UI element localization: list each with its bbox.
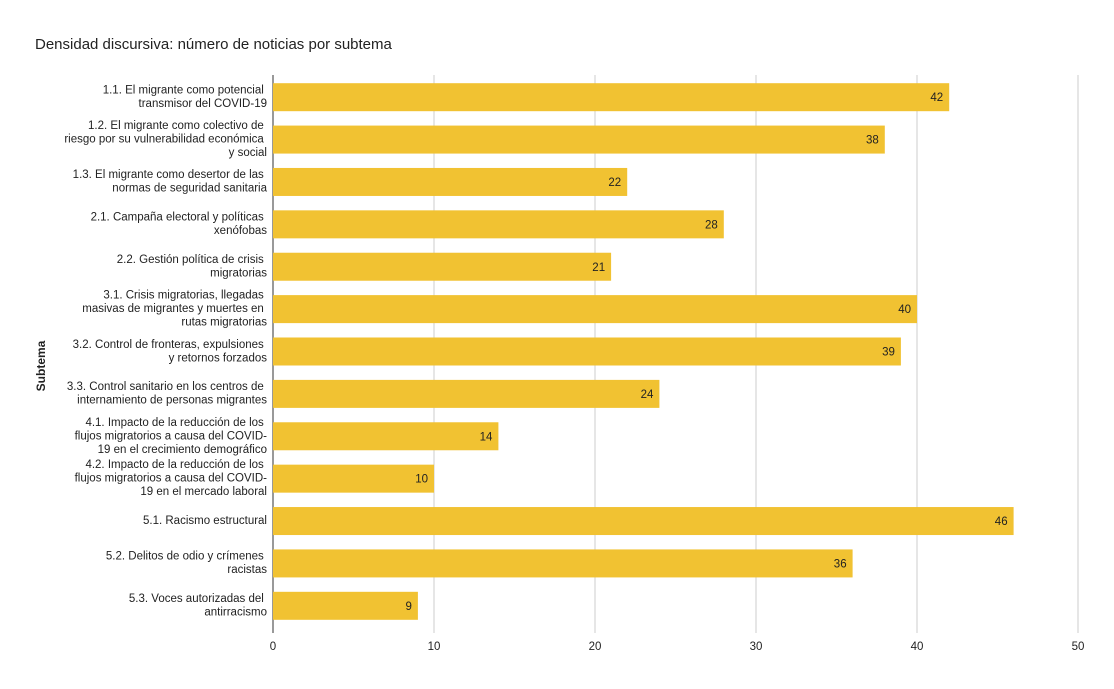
x-tick-label: 20: [589, 641, 602, 653]
bar: [273, 337, 901, 366]
x-tick-label: 10: [428, 641, 441, 653]
bar: [273, 125, 885, 154]
data-label: 24: [641, 389, 654, 401]
y-tick-label: 4.1. Impacto de la reducción de los fluj…: [75, 417, 268, 456]
data-label: 10: [415, 474, 428, 486]
bar: [273, 379, 660, 408]
y-tick-label: 5.2. Delitos de odio y crímenes racistas: [106, 551, 267, 577]
data-label: 38: [866, 135, 879, 147]
y-tick-label: 1.1. El migrante como potencial transmis…: [103, 84, 267, 110]
data-label: 36: [834, 558, 847, 570]
bar: [273, 252, 612, 281]
bar: [273, 591, 418, 620]
y-tick-label: 2.2. Gestión política de crisis migrator…: [117, 254, 267, 280]
data-label: 40: [898, 304, 911, 316]
data-label: 21: [592, 262, 605, 274]
data-label: 46: [995, 516, 1008, 528]
bar: [273, 167, 628, 196]
y-tick-label: 5.1. Racismo estructural: [143, 515, 267, 527]
y-tick-label: 3.2. Control de fronteras, expulsiones y…: [73, 339, 268, 365]
chart-title: Densidad discursiva: número de noticias …: [35, 36, 393, 53]
bar: [273, 549, 853, 578]
bar: [273, 464, 434, 493]
bar: [273, 507, 1014, 536]
bar: [273, 295, 917, 324]
y-tick-label: 4.2. Impacto de la reducción de los fluj…: [75, 459, 268, 498]
data-label: 28: [705, 219, 718, 231]
data-label: 39: [882, 347, 895, 359]
y-tick-label: 3.1. Crisis migratorias, llegadas masiva…: [82, 290, 267, 329]
bar: [273, 210, 724, 239]
y-axis-title: Subtema: [34, 340, 48, 391]
y-tick-label: 5.3. Voces autorizadas del antirracismo: [129, 593, 267, 619]
x-tick-label: 0: [270, 641, 276, 653]
x-tick-label: 40: [911, 641, 924, 653]
y-tick-label: 1.3. El migrante como desertor de las no…: [73, 169, 268, 195]
y-tick-label: 2.1. Campaña electoral y políticas xenóf…: [91, 212, 268, 238]
data-label: 9: [405, 601, 411, 613]
data-label: 14: [480, 431, 493, 443]
data-label: 22: [608, 177, 621, 189]
x-tick-label: 30: [750, 641, 763, 653]
y-tick-label: 3.3. Control sanitario en los centros de…: [67, 381, 267, 407]
bar: [273, 83, 950, 112]
data-label: 42: [930, 92, 943, 104]
y-tick-label: 1.2. El migrante como colectivo de riesg…: [64, 120, 267, 159]
x-tick-label: 50: [1072, 641, 1085, 653]
bar: [273, 422, 499, 451]
